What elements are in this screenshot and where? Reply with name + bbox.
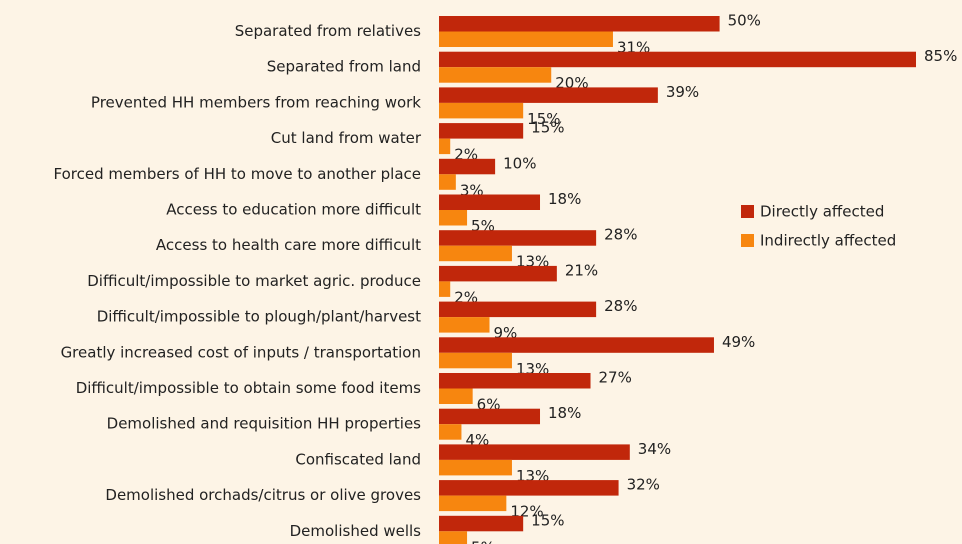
bar [439,408,541,425]
bar [439,515,524,532]
legend-swatch [741,205,754,218]
value-label: 32% [627,476,660,494]
bar [439,51,916,68]
value-label: 27% [599,369,632,387]
bar [439,388,473,404]
value-label: 50% [728,12,761,30]
category-label: Difficult/impossible to plough/plant/har… [97,308,421,326]
category-label: Separated from relatives [235,22,421,40]
bar [439,123,524,139]
bar [439,158,496,175]
category-label: Access to education more difficult [166,201,421,219]
bar [439,459,512,476]
value-label: 85% [924,47,957,65]
bar [439,230,597,246]
legend-label: Indirectly affected [760,232,896,250]
bar [439,87,658,103]
bar [439,16,720,32]
value-label: 15% [527,110,560,128]
bar [439,210,468,226]
category-label: Demolished wells [290,522,422,540]
bar [439,245,512,262]
bar [439,424,462,440]
legend-label: Directly affected [760,203,884,221]
value-label: 28% [604,226,637,244]
bar [439,495,507,512]
bar [439,444,630,460]
bar [439,265,557,282]
category-label: Confiscated land [295,450,421,468]
category-label: Greatly increased cost of inputs / trans… [61,343,421,361]
value-label: 18% [548,404,581,422]
bar [439,480,619,496]
bar [439,138,451,155]
bar [439,301,597,318]
category-label: Cut land from water [271,129,422,147]
bar [439,67,552,83]
bar [439,337,714,353]
value-label: 28% [604,297,637,315]
bar [439,194,541,210]
category-label: Difficult/impossible to market agric. pr… [87,272,421,290]
bar [439,317,490,333]
category-label: Separated from land [267,58,421,76]
category-label: Demolished orchads/citrus or olive grove… [105,486,421,504]
bar [439,281,451,297]
value-label: 10% [503,154,536,172]
bar [439,373,591,389]
value-label: 5% [471,538,495,544]
category-label: Difficult/impossible to obtain some food… [76,379,421,397]
bar [439,102,524,119]
category-label: Forced members of HH to move to another … [54,165,421,183]
category-label: Demolished and requisition HH properties [107,415,422,433]
value-label: 15% [531,119,564,137]
value-label: 15% [531,511,564,529]
value-label: 49% [722,333,755,351]
value-label: 18% [548,190,581,208]
bar [439,352,512,369]
value-label: 34% [638,440,671,458]
category-label: Prevented HH members from reaching work [91,93,421,111]
legend-swatch [741,234,754,247]
value-label: 21% [565,261,598,279]
bar [439,174,456,190]
category-label: Access to health care more difficult [156,236,421,254]
bar [439,531,468,544]
value-label: 39% [666,83,699,101]
bar [439,31,613,47]
